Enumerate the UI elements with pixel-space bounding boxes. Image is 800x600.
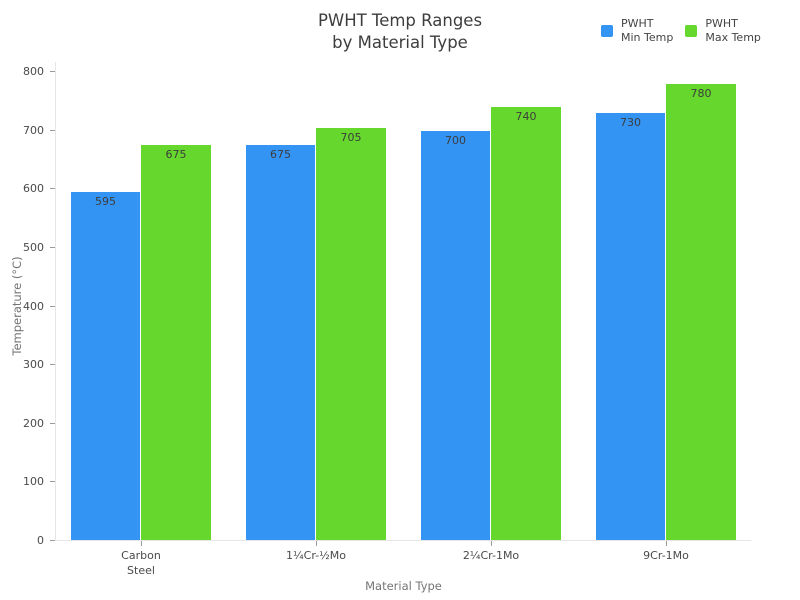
y-tick-label: 500 <box>23 241 44 254</box>
bar-value-label: 595 <box>95 195 116 208</box>
legend-label-min-temp: PWHT Min Temp <box>621 17 674 44</box>
y-tick-label: 200 <box>23 417 44 430</box>
x-axis-title: Material Type <box>365 579 442 593</box>
legend-label-max-temp: PWHT Max Temp <box>705 17 761 44</box>
y-tick <box>50 364 55 365</box>
bar[interactable] <box>421 131 490 540</box>
bar-value-label: 730 <box>620 116 641 129</box>
bar[interactable] <box>491 107 561 540</box>
y-tick-label: 300 <box>23 358 44 371</box>
x-tick <box>491 541 492 546</box>
x-tick <box>141 541 142 546</box>
bar-value-label: 675 <box>165 148 187 161</box>
bar-value-label: 705 <box>340 131 362 144</box>
bar[interactable] <box>246 145 315 540</box>
y-tick <box>50 306 55 307</box>
legend-item-max-temp[interactable]: PWHT Max Temp <box>685 17 761 45</box>
y-tick-label: 700 <box>23 124 44 137</box>
chart-title-line1: PWHT Temp Ranges <box>317 11 483 30</box>
bar[interactable] <box>71 192 140 540</box>
bar[interactable] <box>596 113 665 540</box>
bar-value-label: 675 <box>270 148 291 161</box>
y-tick-label: 800 <box>23 65 44 78</box>
legend-item-min-temp[interactable]: PWHT Min Temp <box>601 17 673 45</box>
bar[interactable] <box>141 145 211 540</box>
legend: PWHT Min Temp PWHT Max Temp <box>601 17 761 45</box>
y-tick <box>50 71 55 72</box>
bar[interactable] <box>666 84 736 540</box>
bar[interactable] <box>316 128 386 540</box>
bar-value-label: 780 <box>690 87 712 100</box>
x-tick-label: 9Cr-1Mo <box>643 549 689 562</box>
x-tick <box>666 541 667 546</box>
chart-title: PWHT Temp Ranges by Material Type <box>0 10 800 54</box>
chart-title-line2: by Material Type <box>332 33 468 52</box>
y-tick-label: 100 <box>23 475 44 488</box>
y-tick <box>50 130 55 131</box>
bar-value-label: 700 <box>445 134 466 147</box>
x-tick-label: 1¼Cr-½Mo <box>285 549 346 562</box>
plot-area <box>55 62 751 541</box>
y-tick <box>50 540 55 541</box>
y-tick <box>50 247 55 248</box>
y-tick-label: 400 <box>23 300 44 313</box>
y-tick-label: 0 <box>37 534 44 547</box>
bar-value-label: 740 <box>515 110 537 123</box>
y-tick <box>50 423 55 424</box>
x-tick-label: Carbon Steel <box>121 549 161 577</box>
y-tick <box>50 481 55 482</box>
x-tick-label: 2¼Cr-1Mo <box>462 549 520 562</box>
y-tick <box>50 188 55 189</box>
x-tick <box>316 541 317 546</box>
legend-swatch-max-temp-icon <box>685 25 698 37</box>
y-tick-label: 600 <box>23 182 44 195</box>
legend-swatch-min-temp-icon <box>601 25 613 37</box>
